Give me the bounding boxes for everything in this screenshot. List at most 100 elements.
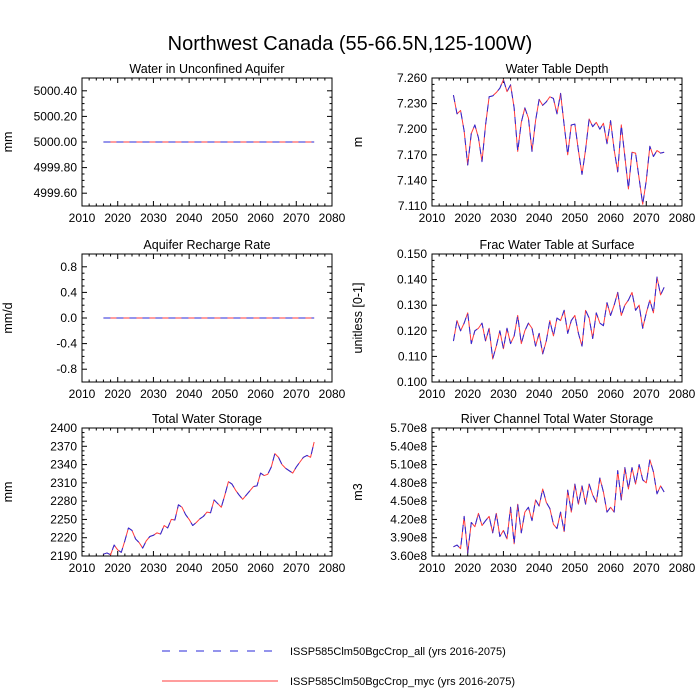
y-axis-label-water-in-unconfined-aquifer: mm	[1, 132, 15, 153]
x-tick-label-frac-water-table-at-surface: 2020	[454, 387, 481, 401]
y-tick-label-water-table-depth: 7.110	[398, 199, 427, 213]
y-tick-label-aquifer-recharge-rate: -0.8	[56, 362, 77, 376]
y-tick-label-frac-water-table-at-surface: 0.150	[397, 247, 427, 261]
y-tick-label-river-channel-total-water-storage: 4.20e8	[390, 512, 427, 526]
x-tick-label-water-table-depth: 2030	[490, 211, 517, 225]
y-tick-label-water-table-depth: 7.200	[397, 122, 427, 136]
x-tick-label-aquifer-recharge-rate: 2060	[247, 387, 274, 401]
y-tick-label-river-channel-total-water-storage: 5.10e8	[390, 458, 427, 472]
x-tick-label-water-table-depth: 2060	[597, 211, 624, 225]
y-tick-label-aquifer-recharge-rate: 0.4	[60, 285, 77, 299]
x-tick-label-aquifer-recharge-rate: 2080	[319, 387, 346, 401]
chart-panel-total-water-storage: Total Water Storage mm 2010 2020 2030 2040 205…	[1, 412, 346, 575]
x-tick-label-water-in-unconfined-aquifer: 2060	[247, 211, 274, 225]
x-tick-label-frac-water-table-at-surface: 2050	[562, 387, 589, 401]
x-tick-label-river-channel-total-water-storage: 2060	[597, 561, 624, 575]
y-tick-label-water-in-unconfined-aquifer: 5000.40	[34, 84, 78, 98]
y-tick-label-frac-water-table-at-surface: 0.140	[397, 273, 427, 287]
series-line-myc-river-channel-total-water-storage	[453, 459, 665, 554]
y-tick-label-river-channel-total-water-storage: 3.90e8	[390, 531, 427, 545]
y-tick-label-frac-water-table-at-surface: 0.110	[398, 349, 427, 363]
x-tick-label-total-water-storage: 2080	[319, 561, 346, 575]
x-tick-label-water-in-unconfined-aquifer: 2050	[212, 211, 239, 225]
y-tick-label-total-water-storage: 2280	[50, 494, 77, 508]
x-tick-label-water-table-depth: 2040	[526, 211, 553, 225]
plot-frame-water-table-depth	[431, 77, 683, 207]
plot-frame-total-water-storage	[81, 427, 333, 557]
series-line-all-frac-water-table-at-surface	[452, 276, 665, 360]
x-tick-label-total-water-storage: 2040	[176, 561, 203, 575]
x-tick-label-water-table-depth: 2070	[633, 211, 660, 225]
panel-title-river-channel-total-water-storage: River Channel Total Water Storage	[461, 412, 654, 426]
y-tick-label-river-channel-total-water-storage: 3.60e8	[390, 549, 427, 563]
y-tick-label-water-in-unconfined-aquifer: 4999.60	[34, 186, 78, 200]
x-tick-label-river-channel-total-water-storage: 2040	[526, 561, 553, 575]
chart-panel-river-channel-total-water-storage: River Channel Total Water Storage m3 2010 2…	[351, 412, 696, 575]
y-tick-label-aquifer-recharge-rate: -0.4	[56, 337, 77, 351]
x-tick-label-aquifer-recharge-rate: 2070	[283, 387, 310, 401]
chart-panel-frac-water-table-at-surface: Frac Water Table at Surface unitless [0-1…	[351, 238, 696, 401]
x-tick-label-total-water-storage: 2060	[247, 561, 274, 575]
panel-title-frac-water-table-at-surface: Frac Water Table at Surface	[480, 238, 635, 252]
x-tick-label-water-table-depth: 2080	[669, 211, 696, 225]
y-axis-label-total-water-storage: mm	[1, 482, 15, 503]
y-axis-label-river-channel-total-water-storage: m3	[351, 483, 365, 500]
x-tick-label-aquifer-recharge-rate: 2020	[104, 387, 131, 401]
y-tick-label-water-table-depth: 7.260	[397, 71, 427, 85]
y-tick-label-frac-water-table-at-surface: 0.130	[397, 298, 427, 312]
y-tick-label-total-water-storage: 2220	[50, 531, 77, 545]
series-line-all-water-table-depth	[452, 79, 665, 205]
x-tick-label-river-channel-total-water-storage: 2030	[490, 561, 517, 575]
x-tick-label-total-water-storage: 2070	[283, 561, 310, 575]
x-tick-label-total-water-storage: 2050	[212, 561, 239, 575]
x-tick-label-water-table-depth: 2020	[454, 211, 481, 225]
x-tick-label-aquifer-recharge-rate: 2030	[140, 387, 167, 401]
x-tick-label-frac-water-table-at-surface: 2040	[526, 387, 553, 401]
y-tick-label-river-channel-total-water-storage: 5.40e8	[390, 439, 427, 453]
y-tick-label-total-water-storage: 2310	[50, 476, 77, 490]
x-tick-label-frac-water-table-at-surface: 2010	[419, 387, 446, 401]
x-tick-label-river-channel-total-water-storage: 2050	[562, 561, 589, 575]
y-axis-label-water-table-depth: m	[351, 137, 365, 147]
y-tick-label-river-channel-total-water-storage: 5.70e8	[390, 421, 427, 435]
y-tick-label-aquifer-recharge-rate: 0.8	[60, 260, 77, 274]
legend: ISSP585Clm50BgcCrop_all (yrs 2016-2075) …	[162, 646, 515, 688]
y-tick-label-water-table-depth: 7.230	[397, 97, 427, 111]
y-tick-label-water-in-unconfined-aquifer: 5000.20	[34, 109, 78, 123]
y-tick-label-total-water-storage: 2340	[50, 458, 77, 472]
y-tick-label-river-channel-total-water-storage: 4.50e8	[390, 494, 427, 508]
y-tick-label-water-in-unconfined-aquifer: 5000.00	[34, 135, 78, 149]
x-tick-label-frac-water-table-at-surface: 2080	[669, 387, 696, 401]
y-tick-label-total-water-storage: 2190	[50, 549, 77, 563]
y-tick-label-water-table-depth: 7.140	[397, 173, 427, 187]
plot-frame-aquifer-recharge-rate	[81, 253, 333, 383]
chart-panel-water-in-unconfined-aquifer: Water in Unconfined Aquifer mm 2010 2020 203…	[1, 62, 346, 225]
panel-title-water-in-unconfined-aquifer: Water in Unconfined Aquifer	[129, 62, 284, 76]
x-tick-label-water-in-unconfined-aquifer: 2070	[283, 211, 310, 225]
x-tick-label-total-water-storage: 2010	[69, 561, 96, 575]
y-axis-label-aquifer-recharge-rate: mm/d	[1, 302, 15, 333]
x-tick-label-water-in-unconfined-aquifer: 2030	[140, 211, 167, 225]
y-tick-label-total-water-storage: 2400	[50, 421, 77, 435]
panel-title-water-table-depth: Water Table Depth	[506, 62, 609, 76]
x-tick-label-river-channel-total-water-storage: 2020	[454, 561, 481, 575]
x-tick-label-aquifer-recharge-rate: 2010	[69, 387, 96, 401]
x-tick-label-total-water-storage: 2020	[104, 561, 131, 575]
chart-panel-water-table-depth: Water Table Depth m 2010 2020 2030 2040 2050 20…	[351, 62, 696, 225]
y-tick-label-water-in-unconfined-aquifer: 4999.80	[34, 161, 78, 175]
plot-frame-river-channel-total-water-storage	[431, 427, 683, 557]
x-tick-label-aquifer-recharge-rate: 2040	[176, 387, 203, 401]
plot-frame-frac-water-table-at-surface	[431, 253, 683, 383]
x-tick-label-frac-water-table-at-surface: 2070	[633, 387, 660, 401]
legend-label-all: ISSP585Clm50BgcCrop_all (yrs 2016-2075)	[290, 646, 506, 658]
x-tick-label-river-channel-total-water-storage: 2010	[419, 561, 446, 575]
y-tick-label-aquifer-recharge-rate: 0.0	[60, 311, 77, 325]
x-tick-label-river-channel-total-water-storage: 2070	[633, 561, 660, 575]
series-line-all-total-water-storage	[103, 441, 315, 556]
x-tick-label-water-in-unconfined-aquifer: 2020	[104, 211, 131, 225]
x-tick-label-water-table-depth: 2010	[419, 211, 446, 225]
legend-label-myc: ISSP585Clm50BgcCrop_myc (yrs 2016-2075)	[290, 676, 515, 688]
y-tick-label-total-water-storage: 2370	[50, 439, 77, 453]
x-tick-label-frac-water-table-at-surface: 2060	[597, 387, 624, 401]
